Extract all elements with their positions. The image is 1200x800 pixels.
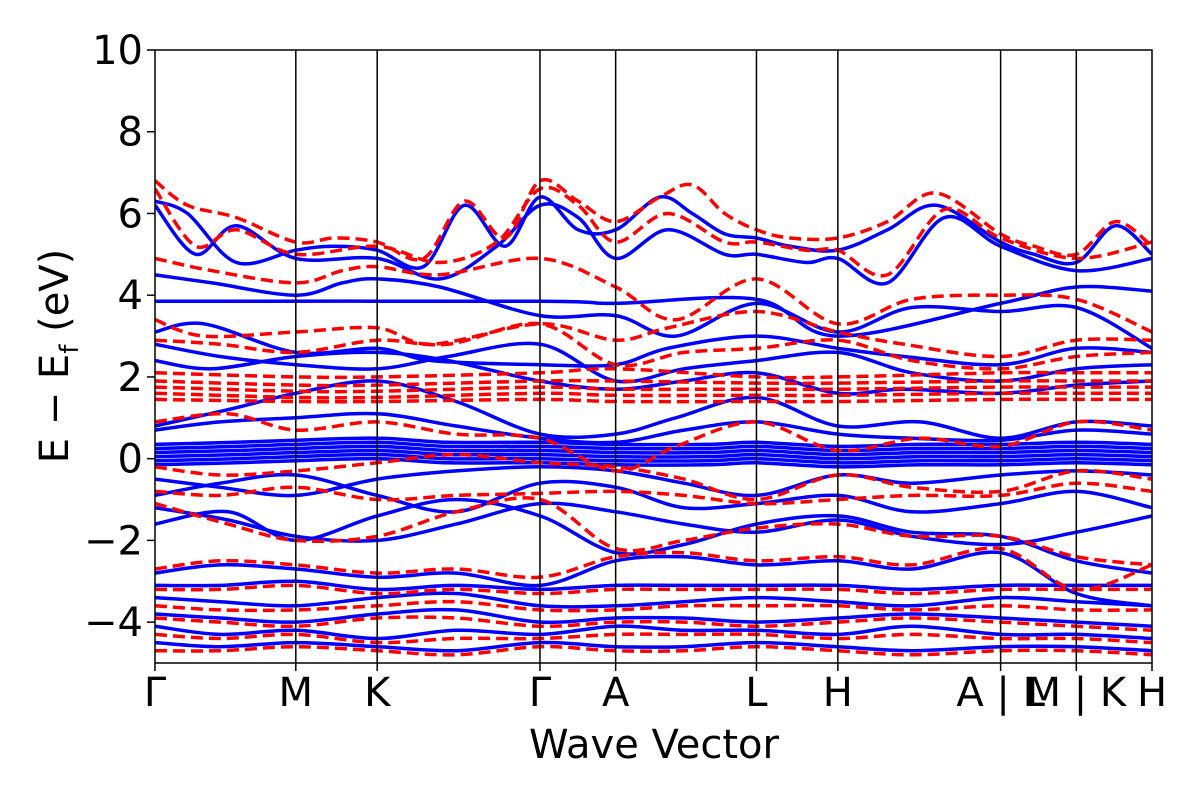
x-tick-label: A | L bbox=[956, 670, 1045, 716]
dashed-red-bands-band-4 bbox=[155, 321, 1152, 371]
y-tick-label: 6 bbox=[118, 191, 143, 237]
y-axis-title-main: E − E bbox=[32, 354, 78, 464]
dashed-red-bands-band-2 bbox=[155, 256, 1152, 334]
solid-blue-bands-band-1 bbox=[155, 202, 1152, 286]
y-axis-title-subscript: f bbox=[55, 344, 85, 354]
dashed-red-bands-band-9 bbox=[155, 397, 1152, 404]
solid-blue-bands-band-11 bbox=[155, 444, 1152, 457]
solid-blue-bands-band-22 bbox=[155, 607, 1152, 628]
y-tick-label: 10 bbox=[92, 28, 143, 74]
y-tick-label: 8 bbox=[118, 110, 143, 156]
y-tick-label: 4 bbox=[118, 273, 143, 319]
x-tick-label: H bbox=[823, 670, 853, 716]
x-tick-label: L bbox=[745, 670, 768, 716]
dashed-red-bands-band-3 bbox=[155, 309, 1152, 359]
y-tick-label: 0 bbox=[118, 437, 143, 483]
solid-blue-bands-band-0 bbox=[155, 195, 1152, 270]
solid-blue-bands-band-15 bbox=[155, 465, 1152, 498]
y-axis-title-space bbox=[32, 332, 78, 345]
dashed-red-bands-band-17 bbox=[155, 615, 1152, 633]
y-tick-label: 2 bbox=[118, 355, 143, 401]
x-tick-label: H bbox=[1137, 670, 1167, 716]
solid-blue-bands-band-4 bbox=[155, 321, 1152, 368]
y-tick-label: −4 bbox=[84, 600, 143, 646]
dashed-red-bands-band-19 bbox=[155, 644, 1152, 657]
dashed-red-bands-band-6 bbox=[155, 378, 1152, 388]
solid-blue-bands-band-21 bbox=[155, 591, 1152, 609]
solid-blue-bands-band-19 bbox=[155, 550, 1152, 608]
dashed-red-bands-band-5 bbox=[155, 366, 1152, 380]
dashed-red-bands-band-8 bbox=[155, 391, 1152, 400]
solid-blue-bands-band-8 bbox=[155, 411, 1152, 445]
dashed-red-bands-band-12 bbox=[155, 481, 1152, 506]
x-axis-title: Wave Vector bbox=[529, 722, 780, 768]
solid-blue-bands-band-14 bbox=[155, 456, 1152, 469]
dashed-red-bands-band-1 bbox=[155, 185, 1152, 278]
x-tick-label: M | K bbox=[1026, 670, 1127, 716]
symmetry-point-lines bbox=[295, 50, 1078, 663]
x-tick-label: K bbox=[364, 670, 392, 716]
dashed-red-bands-band-10 bbox=[155, 411, 1152, 473]
dashed-red-bands-band-15 bbox=[155, 583, 1152, 596]
dashed-red-bands-band-11 bbox=[155, 452, 1152, 502]
dashed-red-bands-band-13 bbox=[155, 496, 1152, 567]
solid-blue-bands-band-10 bbox=[155, 440, 1152, 453]
y-axis-ticks: −4 −2 0 2 4 6 8 10 bbox=[84, 28, 155, 646]
solid-blue-bands-band-20 bbox=[155, 579, 1152, 592]
solid-blue-bands-band-16 bbox=[155, 472, 1152, 514]
bands-layer bbox=[155, 177, 1152, 657]
x-tick-label: A bbox=[602, 670, 630, 716]
solid-blue-bands-band-24 bbox=[155, 640, 1152, 653]
solid-blue-bands-band-3 bbox=[155, 273, 1152, 350]
dashed-red-bands-band-16 bbox=[155, 599, 1152, 613]
solid-blue-bands-band-9 bbox=[155, 436, 1152, 449]
x-tick-label: Γ bbox=[144, 670, 167, 716]
dashed-red-bands-band-7 bbox=[155, 385, 1152, 394]
plot-frame bbox=[154, 49, 1153, 664]
y-tick-label: −2 bbox=[84, 518, 143, 564]
solid-blue-bands-band-12 bbox=[155, 448, 1152, 461]
y-axis-title: E − Ef (eV) bbox=[32, 249, 85, 464]
x-tick-label: M bbox=[279, 670, 314, 716]
dashed-red-bands-band-18 bbox=[155, 632, 1152, 645]
solid-blue-bands-band-13 bbox=[155, 452, 1152, 465]
y-axis-title-unit: (eV) bbox=[32, 249, 78, 332]
x-tick-label: Γ bbox=[529, 670, 552, 716]
solid-blue-bands-band-23 bbox=[155, 624, 1152, 641]
